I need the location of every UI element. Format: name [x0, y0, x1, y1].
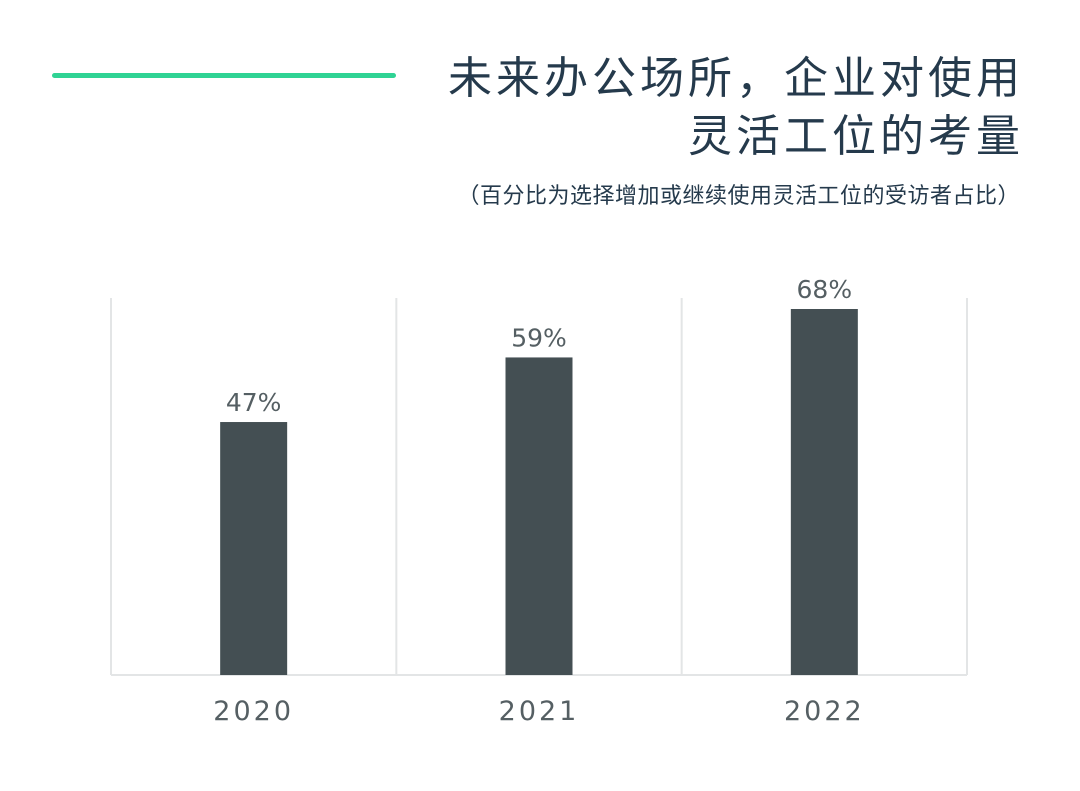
bar-2021	[505, 357, 573, 675]
accent-line	[52, 73, 396, 78]
bar-value-label-2022: 68%	[797, 275, 853, 304]
bar-2020	[220, 422, 288, 675]
x-tick-label-2021: 2021	[499, 696, 580, 727]
bar-value-label-2020: 47%	[226, 388, 282, 417]
chart-title-line-2: 灵活工位的考量	[688, 111, 1024, 162]
chart-title-line-1: 未来办公场所，企业对使用	[448, 53, 1024, 104]
bar-2022	[790, 309, 858, 675]
x-tick-label-2020: 2020	[213, 696, 294, 727]
bar-value-label-2021: 59%	[511, 323, 567, 352]
x-tick-label-2022: 2022	[784, 696, 865, 727]
chart-title: 未来办公场所，企业对使用 灵活工位的考量	[384, 50, 1024, 166]
chart-subtitle: （百分比为选择增加或继续使用灵活工位的受访者占比）	[457, 184, 1020, 209]
